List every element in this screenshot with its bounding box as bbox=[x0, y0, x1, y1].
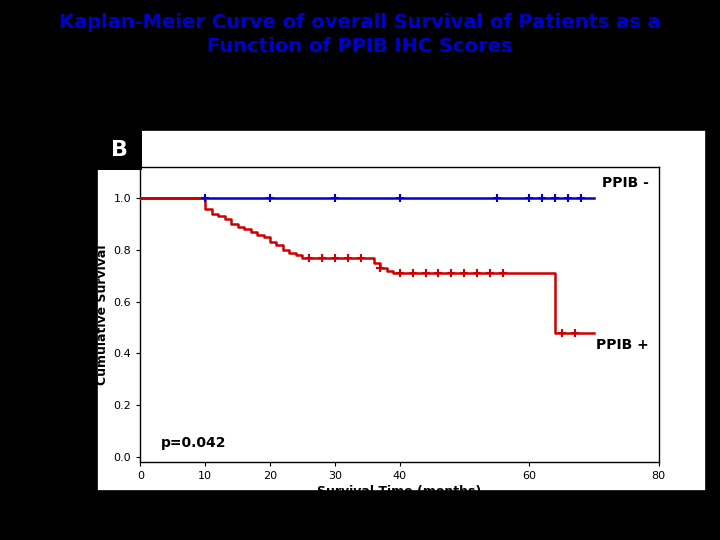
Text: PPIB +: PPIB + bbox=[595, 338, 649, 352]
Y-axis label: Cumulative Survival: Cumulative Survival bbox=[96, 244, 109, 385]
Text: B: B bbox=[111, 140, 128, 160]
Text: p=0.042: p=0.042 bbox=[161, 436, 227, 450]
X-axis label: Survival Time (months): Survival Time (months) bbox=[318, 485, 482, 498]
Text: Kaplan-Meier Curve of overall Survival of Patients as a
Function of PPIB IHC Sco: Kaplan-Meier Curve of overall Survival o… bbox=[59, 14, 661, 56]
Text: PPIB -: PPIB - bbox=[601, 176, 649, 190]
